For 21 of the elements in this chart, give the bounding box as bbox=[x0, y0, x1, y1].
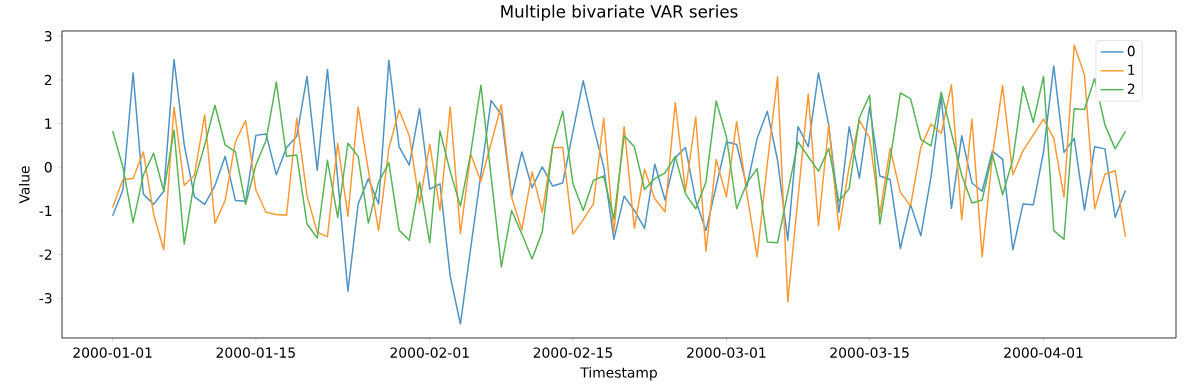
y-tick-label: -2 bbox=[39, 249, 52, 260]
x-tick-label: 2000-01-15 bbox=[216, 347, 295, 358]
y-tick-label: 3 bbox=[44, 30, 52, 42]
x-tick-label: 2000-03-01 bbox=[687, 347, 766, 358]
x-tick-label: 2000-02-15 bbox=[533, 347, 613, 358]
y-tick-label: 2 bbox=[44, 74, 52, 86]
legend-label: 2 bbox=[1127, 83, 1135, 94]
x-axis-title: Timestamp bbox=[580, 367, 657, 381]
y-tick-label: 1 bbox=[45, 118, 52, 129]
y-tick-label: -1 bbox=[39, 205, 52, 216]
y-axis-title: Value bbox=[18, 166, 30, 204]
x-tick-label: 2000-04-01 bbox=[1004, 347, 1083, 358]
y-tick-label: -3 bbox=[39, 293, 52, 304]
legend-label: 1 bbox=[1128, 64, 1135, 75]
x-tick-label: 2000-01-01 bbox=[73, 347, 152, 358]
y-tick-label: 0 bbox=[44, 162, 52, 173]
x-tick-label: 2000-03-15 bbox=[830, 347, 909, 358]
legend-label: 0 bbox=[1127, 45, 1135, 57]
x-tick-label: 2000-02-01 bbox=[390, 347, 469, 358]
line-series bbox=[111, 75, 1127, 268]
chart-title: Multiple bivariate VAR series bbox=[501, 4, 738, 21]
